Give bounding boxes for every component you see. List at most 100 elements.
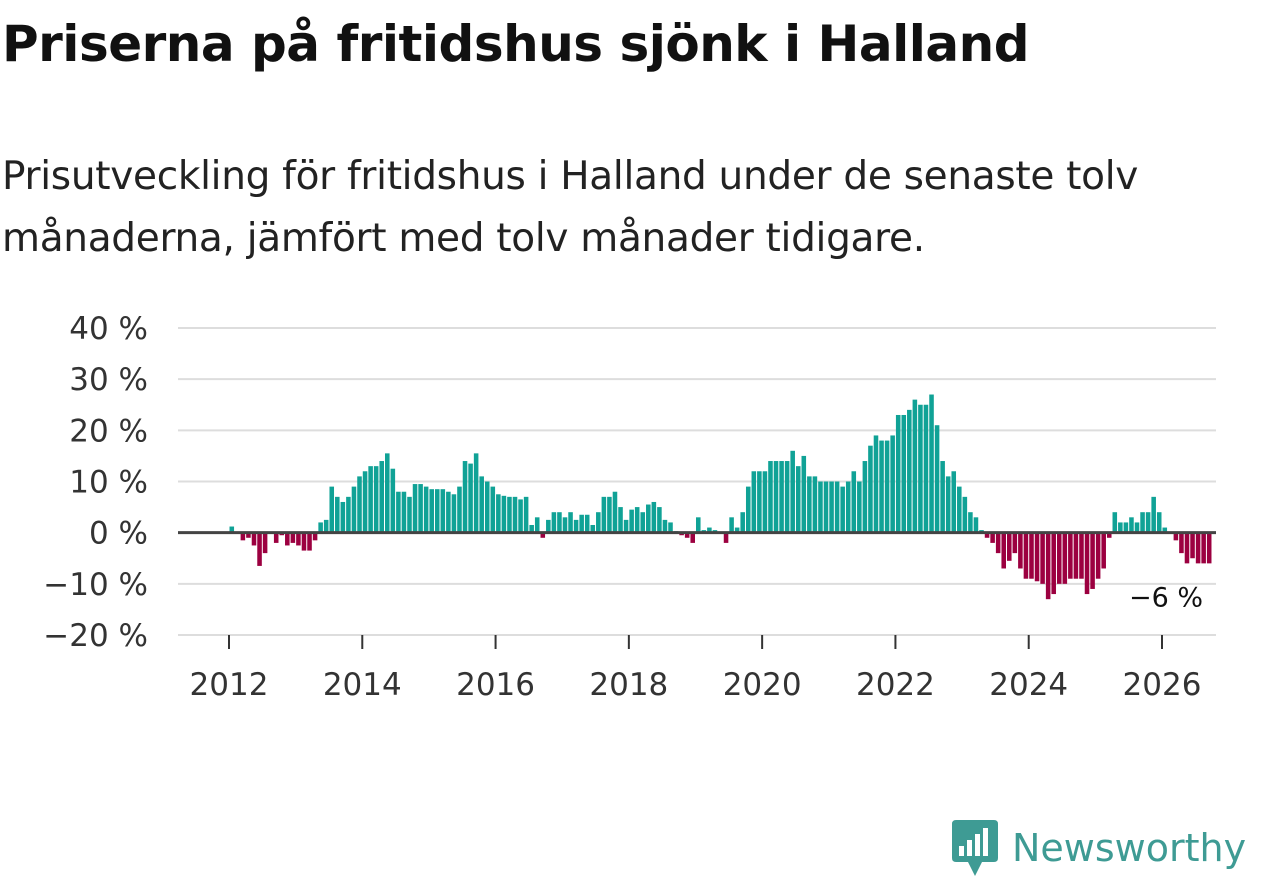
bar [479, 476, 484, 533]
bar [512, 496, 518, 533]
bar [612, 491, 618, 533]
bar [984, 532, 990, 538]
bar [807, 476, 812, 533]
bar [423, 486, 429, 533]
bar [1140, 512, 1145, 533]
x-tick-label: 2012 [190, 667, 269, 703]
bar [507, 496, 512, 533]
bar [890, 435, 895, 533]
bar [884, 440, 890, 533]
bar [246, 532, 251, 538]
bar [857, 481, 862, 533]
y-tick-label: 10 % [69, 465, 148, 501]
bar [462, 461, 468, 533]
bar [340, 501, 346, 533]
bar [651, 501, 657, 533]
bar [879, 440, 884, 533]
y-tick-label: 20 % [69, 413, 148, 449]
bar [695, 517, 701, 533]
bar [818, 481, 823, 533]
axis-labels: 40 % 30 % 20 % 10 % 0 % −10 % −20 % 2012 2014 201… [43, 311, 1203, 703]
bar [1206, 532, 1212, 564]
bar [1118, 522, 1123, 533]
bar [662, 519, 668, 533]
x-tick-label: 2020 [723, 667, 802, 703]
bar [1023, 532, 1029, 579]
chart-subtitle: Prisutveckling för fritidshus i Halland … [2, 154, 1139, 261]
bar [434, 489, 440, 533]
bar [1018, 532, 1023, 569]
bar [1084, 532, 1090, 595]
bar [351, 486, 357, 533]
bar [734, 527, 740, 533]
bar [995, 532, 1001, 554]
chart-title: Priserna på fritidshus sjönk i Halland [2, 15, 1030, 73]
bar [446, 491, 451, 533]
bar [1051, 532, 1056, 595]
bar [1001, 532, 1007, 569]
bar [601, 496, 607, 533]
bar [1173, 532, 1179, 541]
bar [290, 532, 296, 543]
bar [740, 512, 745, 533]
bar [862, 461, 868, 533]
bar [529, 524, 534, 533]
bar [579, 514, 584, 533]
x-tick-label: 2018 [589, 667, 668, 703]
bar [768, 461, 773, 533]
bar [390, 468, 396, 533]
bar [384, 453, 390, 533]
bar [795, 466, 801, 533]
x-tick-label: 2014 [323, 667, 402, 703]
bar [596, 512, 601, 533]
bar [829, 481, 834, 533]
bar [473, 453, 479, 533]
bar [1079, 532, 1084, 579]
bar [251, 532, 257, 546]
bar [318, 522, 323, 533]
bar [1179, 532, 1184, 554]
bar [723, 532, 729, 543]
bar [1095, 532, 1101, 579]
bar [335, 496, 340, 533]
bar [590, 524, 596, 533]
bar [973, 517, 979, 533]
bar [562, 517, 568, 533]
bar [546, 519, 551, 533]
bar [1195, 532, 1201, 564]
bar [584, 514, 590, 533]
bar [940, 461, 945, 533]
bar [1101, 532, 1106, 569]
bar [873, 435, 879, 533]
bar [1006, 532, 1012, 561]
bar [501, 495, 507, 533]
bar [657, 507, 662, 533]
bar [1068, 532, 1073, 579]
grid-lines [178, 327, 1216, 636]
bar [729, 517, 734, 533]
y-tick-label: 0 % [89, 516, 148, 552]
bar [1062, 532, 1068, 584]
bar [368, 466, 373, 533]
last-value-label: −6 % [1129, 582, 1203, 613]
bar [307, 532, 312, 551]
bar [751, 471, 757, 533]
bar [412, 484, 418, 533]
bar [301, 532, 307, 551]
bar [573, 519, 579, 533]
bar [457, 486, 462, 533]
bar [451, 494, 457, 533]
newsworthy-logo-icon [952, 820, 998, 876]
bar [484, 481, 490, 533]
bar [951, 471, 957, 533]
bar [496, 494, 501, 533]
bar [1134, 522, 1140, 533]
bar [1156, 512, 1162, 533]
bar [257, 532, 262, 566]
bar [323, 519, 329, 533]
bar [640, 512, 646, 533]
bar [907, 409, 912, 533]
bar [273, 532, 279, 543]
bars [229, 394, 1212, 600]
bar [668, 522, 673, 533]
